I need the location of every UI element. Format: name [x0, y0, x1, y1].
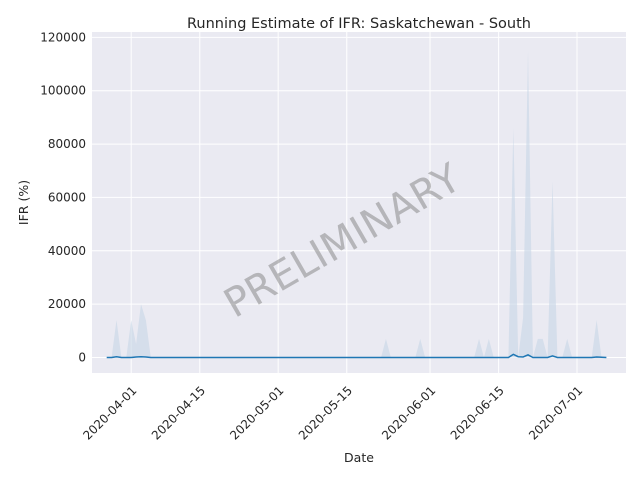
x-axis-ticks: 2020-04-01 2020-04-15 2020-05-01 2020-05-15…	[80, 383, 585, 442]
y-tick-label: 0	[78, 351, 86, 365]
x-tick-label: 2020-05-01	[227, 383, 286, 442]
x-tick-label: 2020-06-15	[448, 383, 507, 442]
y-axis-ticks: 0 20000 40000 60000 80000 100000 120000	[40, 30, 86, 364]
y-tick-label: 100000	[40, 84, 86, 98]
x-tick-label: 2020-04-01	[80, 383, 139, 442]
y-tick-label: 40000	[48, 244, 86, 258]
x-tick-label: 2020-06-01	[379, 383, 438, 442]
y-axis-label: IFR (%)	[16, 180, 31, 225]
x-axis-label: Date	[344, 450, 374, 465]
x-tick-label: 2020-07-01	[526, 383, 585, 442]
chart-title: Running Estimate of IFR: Saskatchewan - …	[187, 16, 531, 32]
x-tick-label: 2020-05-15	[296, 383, 355, 442]
band-area	[106, 50, 607, 358]
y-tick-label: 60000	[48, 190, 86, 204]
y-tick-label: 120000	[40, 30, 86, 44]
confidence-band	[106, 50, 607, 358]
estimate-series-line	[106, 353, 607, 359]
y-tick-label: 20000	[48, 297, 86, 311]
x-tick-label: 2020-04-15	[149, 383, 208, 442]
plot-background	[92, 32, 626, 373]
grid	[92, 32, 626, 373]
y-tick-label: 80000	[48, 137, 86, 151]
estimate-line	[106, 353, 607, 359]
